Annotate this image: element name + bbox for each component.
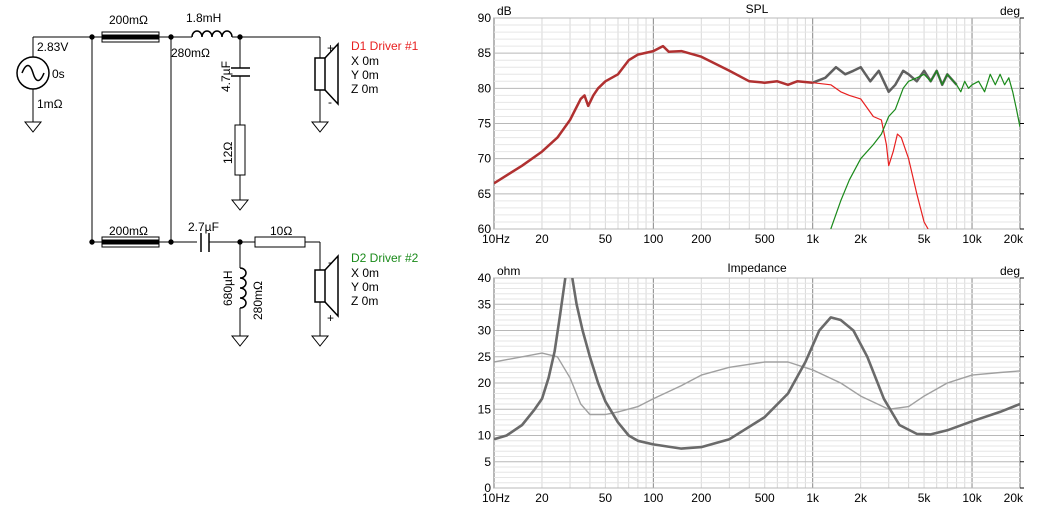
y-tick-label: 15 [478,402,492,416]
x-tick-label: 50 [599,232,613,246]
spl-y2label: deg [1000,4,1020,18]
driver2-minus-label: - [328,255,332,269]
source-voltage-label: 2.83V [37,40,68,54]
impedance-y2label: deg [1000,264,1020,278]
driver1-minus-label: - [328,95,332,109]
x-tick-label: 5k [918,491,932,505]
y-tick-label: 60 [478,222,492,236]
x-tick-label: 100 [643,232,663,246]
x-tick-label: 10Hz [482,232,510,246]
inductor1-value-label: 1.8mH [186,11,221,25]
grid [494,17,1020,230]
series-line-2 [571,278,1020,450]
inductor1-resistance-label: 280mΩ [171,46,210,60]
x-tick-label: 500 [755,491,775,505]
driver1-y: Y 0m [351,68,379,82]
inductor2-resistance-label: 280mΩ [251,281,265,320]
cap2-label: 2.7µF [188,220,219,234]
inductor-680uH[interactable] [239,267,247,309]
y-tick-label: 40 [478,271,492,285]
res2-label: 10Ω [270,224,292,238]
x-tick-label: 20k [1004,491,1024,505]
res1-label: 12Ω [221,142,235,164]
series-line-3 [494,44,813,185]
y-tick-label: 10 [478,429,492,443]
bottom-resistor-label: 200mΩ [109,224,148,238]
x-tick-label: 20 [535,491,549,505]
series-line-2 [830,70,1020,229]
source-delay-label: 0s [52,67,65,81]
driver1-name[interactable]: D1 Driver #1 [351,39,419,53]
x-tick-label: 10Hz [482,491,510,505]
crossover-schematic: 2.83V 0s 1mΩ 200mΩ 1.8mH 280mΩ 4.7µF 12Ω… [16,11,419,347]
x-tick-label: 2k [854,491,868,505]
ground-icon [310,335,330,347]
spl-chart-title: SPL [746,2,769,16]
y-tick-label: 5 [484,455,491,469]
x-tick-label: 1k [806,232,820,246]
ground-icon [230,199,250,211]
y-tick-label: 85 [478,46,492,60]
x-tick-label: 1k [806,491,820,505]
grid [494,277,1020,489]
y-tick-label: 90 [478,11,492,25]
x-tick-label: 50 [599,491,613,505]
y-tick-label: 25 [478,350,492,364]
y-tick-label: 30 [478,324,492,338]
driver2-y: Y 0m [351,280,379,294]
x-tick-label: 10k [962,491,982,505]
inductor2-value-label: 680µH [221,270,235,306]
y-tick-label: 65 [478,187,492,201]
cap1-label: 4.7µF [219,61,233,92]
x-tick-label: 10k [962,232,982,246]
x-tick-label: 200 [691,232,711,246]
y-tick-label: 80 [478,81,492,95]
x-tick-label: 500 [755,232,775,246]
ground-icon [310,121,330,133]
y-tick-label: 70 [478,152,492,166]
spl-ylabel: dB [497,4,512,18]
series-line-1 [494,278,567,441]
top-resistor-label: 200mΩ [109,13,148,27]
source-resistance-label: 1mΩ [37,97,63,111]
ground-icon [230,335,250,347]
x-tick-label: 20 [535,232,549,246]
y-tick-label: 20 [478,376,492,390]
driver2-z: Z 0m [351,294,378,308]
y-tick-label: 75 [478,117,492,131]
x-tick-label: 2k [854,232,868,246]
inductor-1-8mH[interactable] [191,30,233,38]
impedance-ylabel: ohm [497,264,520,278]
series-line-0 [494,352,1020,416]
driver1-x: X 0m [351,54,379,68]
series-line-1 [812,82,929,229]
x-tick-label: 5k [918,232,932,246]
ground-icon [23,121,43,133]
driver1-z: Z 0m [351,82,378,96]
y-tick-label: 35 [478,297,492,311]
y-tick-label: 0 [484,481,491,495]
driver1-plus-label: + [327,41,334,55]
x-tick-label: 100 [643,491,663,505]
driver2-x: X 0m [351,266,379,280]
impedance-chart-title: Impedance [727,261,787,275]
driver2-plus-label: + [327,311,334,325]
x-tick-label: 200 [691,491,711,505]
driver2-name[interactable]: D2 Driver #2 [351,251,419,265]
x-tick-label: 20k [1004,232,1024,246]
